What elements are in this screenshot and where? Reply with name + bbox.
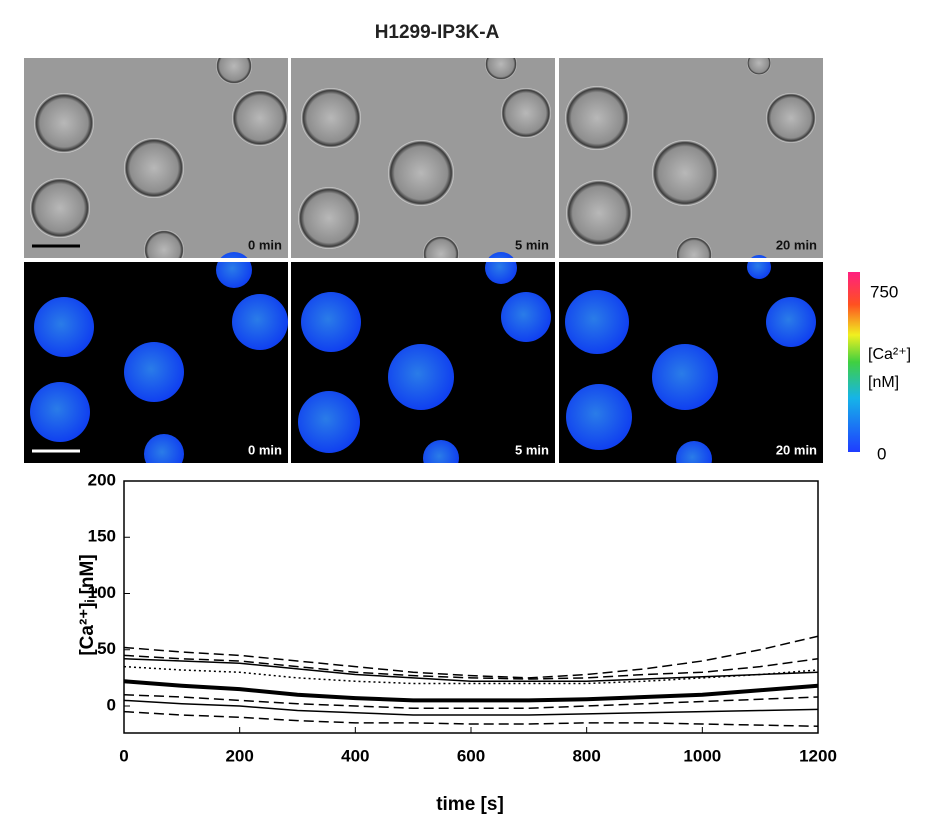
- cell: [565, 290, 629, 354]
- cell: [501, 88, 551, 138]
- cell: [747, 58, 771, 75]
- cell: [388, 344, 454, 410]
- cell: [766, 93, 816, 143]
- y-tick-label: 200: [88, 470, 116, 489]
- cell: [676, 441, 712, 463]
- x-tick-label: 1200: [799, 746, 837, 765]
- cell: [301, 88, 361, 148]
- cell: [301, 292, 361, 352]
- time-label: 20 min: [776, 237, 817, 252]
- data-line: [123, 694, 819, 709]
- colorbar-max: 750: [870, 282, 898, 301]
- cell: [216, 58, 252, 84]
- panel-mask: [291, 463, 555, 466]
- colorbar-min: 0: [877, 444, 886, 463]
- colorbar-quantity: [Ca²⁺]: [868, 346, 911, 363]
- cell: [485, 252, 517, 284]
- y-tick-label: 0: [107, 695, 116, 714]
- cell: [501, 292, 551, 342]
- panel-mask: [559, 463, 823, 466]
- colorbar-unit: [nM]: [868, 374, 899, 391]
- data-line: [123, 699, 819, 716]
- data-line: [123, 679, 819, 703]
- data-line: [123, 658, 819, 682]
- x-tick-label: 1000: [683, 746, 721, 765]
- cell: [298, 187, 360, 249]
- x-tick-label: 0: [119, 746, 128, 765]
- cell: [565, 86, 629, 150]
- cell: [232, 294, 288, 350]
- data-line: [123, 654, 819, 680]
- time-label: 0 min: [248, 237, 282, 252]
- x-tick-label: 800: [572, 746, 600, 765]
- cell: [232, 90, 288, 146]
- cell: [566, 384, 632, 450]
- cell: [566, 180, 632, 246]
- figure-title: H1299-IP3K-A: [375, 22, 500, 43]
- cell: [216, 252, 252, 288]
- cell: [388, 140, 454, 206]
- cell: [485, 58, 517, 80]
- y-axis-label: [Ca²⁺]ᵢ [nM]: [77, 554, 98, 655]
- cell: [34, 93, 94, 153]
- time-label: 5 min: [515, 237, 549, 252]
- y-tick-label: 100: [88, 583, 116, 602]
- x-tick-label: 200: [225, 746, 253, 765]
- x-tick-label: 400: [341, 746, 369, 765]
- colorbar: [848, 272, 860, 452]
- cell: [30, 382, 90, 442]
- cell: [766, 297, 816, 347]
- cell: [652, 344, 718, 410]
- time-label: 5 min: [515, 442, 549, 457]
- y-tick-label: 150: [88, 527, 116, 546]
- panel-mask: [24, 463, 288, 466]
- panel-mask: [291, 258, 555, 261]
- cell: [298, 391, 360, 453]
- cell: [144, 434, 184, 463]
- time-label: 20 min: [776, 442, 817, 457]
- cell: [30, 178, 90, 238]
- cell: [747, 255, 771, 279]
- time-label: 0 min: [248, 442, 282, 457]
- panel-mask: [24, 258, 288, 261]
- cell: [124, 138, 184, 198]
- y-tick-label: 50: [97, 639, 116, 658]
- data-line: [123, 665, 819, 685]
- data-line: [123, 710, 819, 727]
- cell: [34, 297, 94, 357]
- x-tick-label: 600: [457, 746, 485, 765]
- cell: [423, 440, 459, 463]
- data-line: [123, 635, 819, 679]
- micrograph-panels: 0 min 5 min 20 min 0 min 5 min 20 min: [24, 58, 823, 466]
- cell: [652, 140, 718, 206]
- x-axis-label: time [s]: [436, 794, 504, 815]
- panel-mask: [559, 258, 823, 261]
- cell: [124, 342, 184, 402]
